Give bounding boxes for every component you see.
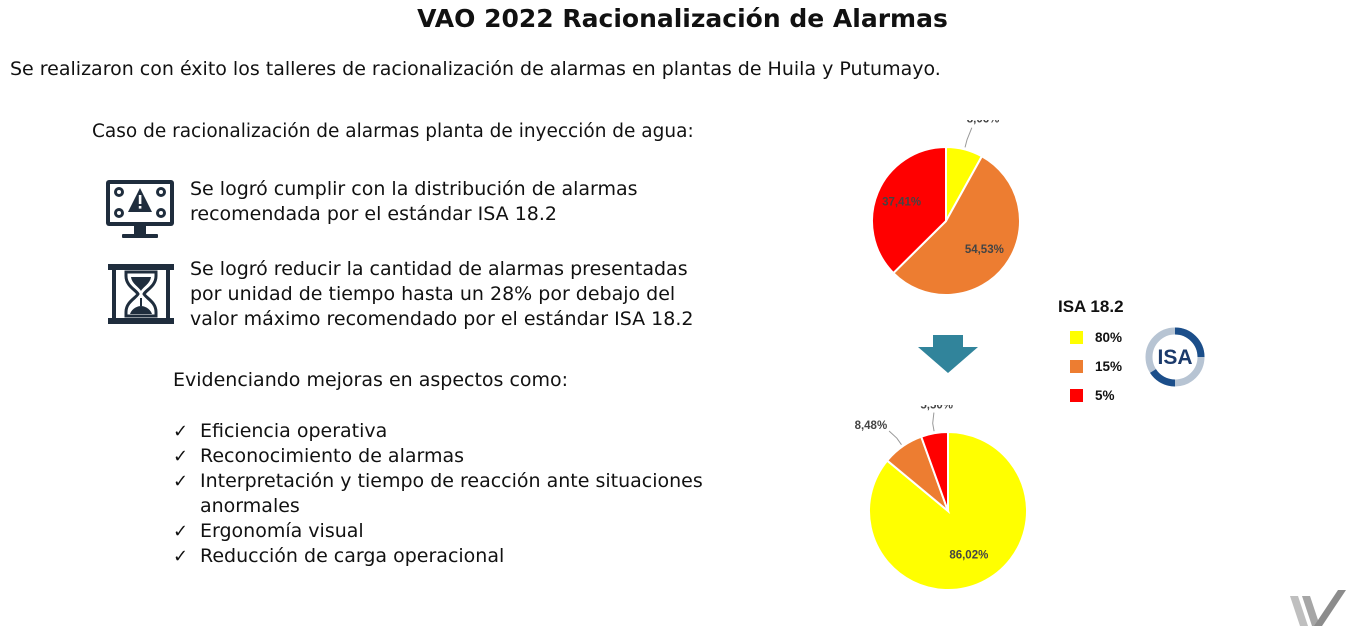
pie-slice <box>891 154 1021 296</box>
legend-item: 15% <box>1070 359 1122 374</box>
slide-title: VAO 2022 Racionalización de Alarmas <box>417 4 948 33</box>
check-icon: ✓ <box>173 521 189 542</box>
pie-slice <box>919 430 949 512</box>
pie-data-label: 8,06% <box>967 120 1000 126</box>
pie-chart-after: 86,02% 8,48% 5,50% <box>850 399 1045 600</box>
legend-title: ISA 18.2 <box>1058 297 1124 316</box>
pie-data-label: 54,53% <box>965 244 1004 256</box>
legend-label: 15% <box>1095 359 1123 374</box>
isa-logo: ISA <box>1143 327 1207 387</box>
legend-label: 5% <box>1095 388 1115 403</box>
legend-label: 80% <box>1095 330 1123 345</box>
intro-text: Se realizaron con éxito los talleres de … <box>10 58 941 80</box>
pie-leader-line <box>964 127 973 148</box>
list-item: ✓ Ergonomía visual <box>173 519 713 544</box>
improvements-list: ✓ Eficiencia operativa ✓ Reconocimiento de… <box>173 419 713 569</box>
case-heading: Caso de racionalización de alarmas plant… <box>92 121 694 142</box>
legend-swatch <box>1070 331 1083 344</box>
pie-slice <box>871 145 947 275</box>
hourglass-icon <box>106 262 176 326</box>
list-item-text: Interpretación y tiempo de reacción ante… <box>200 470 703 517</box>
pie-data-label: 37,41% <box>882 196 921 208</box>
achievement-distribution-text: Se logró cumplir con la distribución de … <box>190 178 638 225</box>
down-arrow-icon <box>916 335 980 375</box>
legend-swatch <box>1070 360 1083 373</box>
isa-logo-text: ISA <box>1157 346 1192 369</box>
list-item: ✓ Reconocimiento de alarmas <box>173 444 713 469</box>
check-icon: ✓ <box>173 471 189 492</box>
pie-data-label: 8,48% <box>855 420 888 432</box>
list-item-text: Ergonomía visual <box>200 520 364 542</box>
legend-swatch <box>1070 389 1083 402</box>
list-item: ✓ Interpretación y tiempo de reacción ant… <box>173 469 713 519</box>
list-item-text: Reconocimiento de alarmas <box>200 445 465 467</box>
list-item-text: Reducción de carga operacional <box>200 545 505 567</box>
check-icon: ✓ <box>173 446 189 467</box>
isa-legend: ISA 18.2 80% 15% 5% <box>1058 297 1124 403</box>
pie-data-label: 5,50% <box>920 405 953 411</box>
legend-item: 5% <box>1070 388 1115 403</box>
brand-logo <box>1288 586 1348 628</box>
improvements-heading: Evidenciando mejoras en aspectos como: <box>173 369 569 391</box>
alarm-monitor-icon <box>104 178 176 240</box>
legend-item: 80% <box>1070 330 1122 345</box>
pie-chart-before: 8,06% 54,53% 37,41% <box>860 114 1040 310</box>
achievement-reduction-text: Se logró reducir la cantidad de alarmas … <box>190 258 694 330</box>
list-item: ✓ Reducción de carga operacional <box>173 544 713 569</box>
check-icon: ✓ <box>173 546 189 567</box>
pie-leader-line <box>932 412 935 432</box>
pie-leader-line <box>888 430 902 445</box>
check-icon: ✓ <box>173 421 189 442</box>
list-item-text: Eficiencia operativa <box>200 420 388 442</box>
pie-data-label: 86,02% <box>949 549 988 561</box>
list-item: ✓ Eficiencia operativa <box>173 419 713 444</box>
